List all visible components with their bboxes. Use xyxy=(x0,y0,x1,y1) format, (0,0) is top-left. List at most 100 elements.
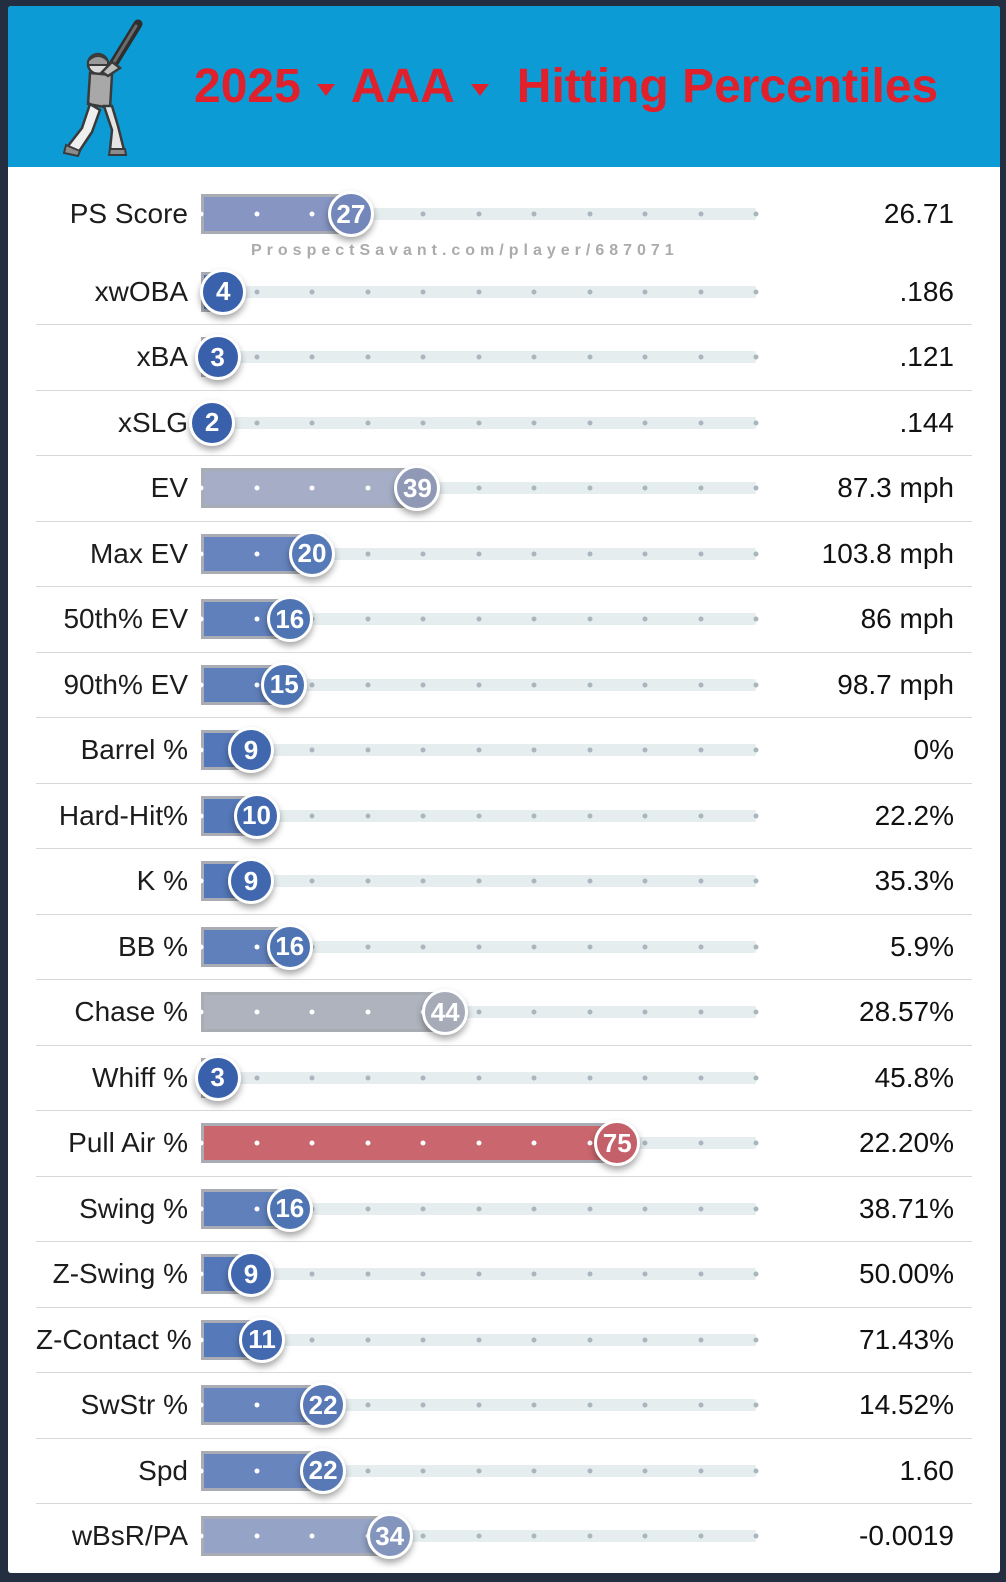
tick-dot xyxy=(642,1533,648,1539)
percentile-bubble[interactable]: 34 xyxy=(366,1513,413,1560)
percentile-bubble[interactable]: 16 xyxy=(266,1185,313,1232)
tick-dot xyxy=(587,616,592,622)
percentile-row: xwOBA 4 .186 xyxy=(36,260,972,325)
tick-dot xyxy=(420,420,426,426)
tick-dot xyxy=(254,1009,259,1015)
tick-dot xyxy=(753,1468,759,1474)
tick-dot xyxy=(365,616,370,622)
tick-dot xyxy=(587,747,592,753)
tick-dot xyxy=(476,813,481,819)
tick-dot xyxy=(698,354,703,360)
tick-dot xyxy=(476,682,481,688)
tick-dot xyxy=(309,354,315,360)
percentile-bubble[interactable]: 9 xyxy=(227,727,274,774)
percentile-bar: 44 xyxy=(198,980,759,1045)
tick-dot xyxy=(753,747,759,753)
percentile-bubble[interactable]: 2 xyxy=(189,399,236,446)
percentile-bubble[interactable]: 39 xyxy=(394,465,441,512)
tick-dot xyxy=(365,1468,370,1474)
tick-dot xyxy=(476,944,481,950)
tick-dot xyxy=(753,1075,759,1081)
level-selector[interactable]: AAA xyxy=(350,60,455,113)
percentile-rows: PS Score 27 26.71 ProspectSavant.com/pla… xyxy=(8,167,1000,1569)
percentile-bubble[interactable]: 10 xyxy=(233,792,280,839)
chevron-down-icon[interactable] xyxy=(470,83,489,96)
tick-dot xyxy=(254,485,259,491)
tick-dot xyxy=(198,944,204,950)
tick-dot xyxy=(420,1271,426,1277)
percentile-bar: 2 xyxy=(189,391,759,456)
tick-dot xyxy=(420,616,426,622)
stat-value: 22.2% xyxy=(874,799,954,831)
tick-dot xyxy=(698,813,703,819)
tick-dot xyxy=(642,289,648,295)
percentile-bubble[interactable]: 11 xyxy=(239,1316,286,1363)
tick-dot xyxy=(531,1075,537,1081)
tick-dot xyxy=(365,485,370,491)
tick-dot xyxy=(753,485,759,491)
tick-dot xyxy=(698,420,703,426)
percentile-bubble[interactable]: 22 xyxy=(300,1447,347,1494)
tick-dot xyxy=(198,682,204,688)
tick-dot xyxy=(420,682,426,688)
percentile-bubble[interactable]: 75 xyxy=(594,1120,641,1167)
percentile-bubble[interactable]: 15 xyxy=(261,661,308,708)
stat-value: .186 xyxy=(899,275,955,307)
percentile-bubble[interactable]: 27 xyxy=(327,191,374,238)
percentile-bubble[interactable]: 16 xyxy=(266,596,313,643)
stat-value: 87.3 mph xyxy=(837,472,954,504)
tick-dot xyxy=(254,682,259,688)
stat-value: 28.57% xyxy=(859,996,954,1028)
percentile-bar: 34 xyxy=(198,1504,759,1569)
tick-dot xyxy=(698,485,703,491)
percentile-bubble[interactable]: 9 xyxy=(227,1251,274,1298)
tick-dot xyxy=(642,682,648,688)
tick-dot xyxy=(420,354,426,360)
stat-label: Hard-Hit% xyxy=(58,799,188,831)
percentile-row: wBsR/PA 34 -0.0019 xyxy=(36,1503,972,1569)
percentile-bubble[interactable]: 22 xyxy=(300,1382,347,1429)
stat-value: 71.43% xyxy=(859,1323,954,1355)
tick-dot xyxy=(476,747,481,753)
stat-label: SwStr % xyxy=(80,1389,188,1421)
percentile-bar: 16 xyxy=(198,1177,759,1242)
tick-dot xyxy=(254,1206,259,1212)
tick-dot xyxy=(254,211,259,217)
percentile-bar: 20 xyxy=(198,522,759,587)
tick-dot xyxy=(698,1337,703,1343)
percentile-bar: 16 xyxy=(198,915,759,980)
tick-dot xyxy=(698,1009,703,1015)
percentile-bubble[interactable]: 3 xyxy=(194,1054,241,1101)
tick-dot xyxy=(587,289,592,295)
stat-label: Barrel % xyxy=(80,734,188,766)
tick-dot xyxy=(753,211,759,217)
tick-dot xyxy=(254,1533,259,1539)
tick-dot xyxy=(753,1337,759,1343)
chevron-down-icon[interactable] xyxy=(316,83,335,96)
percentile-bubble[interactable]: 16 xyxy=(266,923,313,970)
percentile-bubble[interactable]: 4 xyxy=(200,268,247,315)
percentile-bubble[interactable]: 20 xyxy=(289,530,335,577)
stat-label: K % xyxy=(136,865,188,897)
stat-value: -0.0019 xyxy=(859,1520,954,1552)
tick-dot xyxy=(698,1468,703,1474)
percentile-row: Barrel % 9 0% xyxy=(36,717,972,783)
tick-dot xyxy=(587,420,592,426)
percentile-bubble[interactable]: 9 xyxy=(227,858,274,905)
tick-dot xyxy=(365,551,370,557)
tick-dot xyxy=(420,1075,426,1081)
percentile-bubble[interactable]: 44 xyxy=(422,989,469,1036)
season-selector[interactable]: 2025 xyxy=(194,60,301,113)
tick-dot xyxy=(531,1206,537,1212)
tick-dot xyxy=(254,354,259,360)
tick-dot xyxy=(420,813,426,819)
percentile-bar: 75 xyxy=(198,1111,759,1176)
tick-dot xyxy=(476,485,481,491)
stat-value: 22.20% xyxy=(859,1127,954,1159)
stat-label: EV xyxy=(150,472,188,504)
tick-dot xyxy=(476,616,481,622)
stat-label: Max EV xyxy=(89,537,188,569)
percentile-bar: 9 xyxy=(198,849,759,914)
percentile-bubble[interactable]: 3 xyxy=(194,334,241,381)
tick-dot xyxy=(476,1402,481,1408)
